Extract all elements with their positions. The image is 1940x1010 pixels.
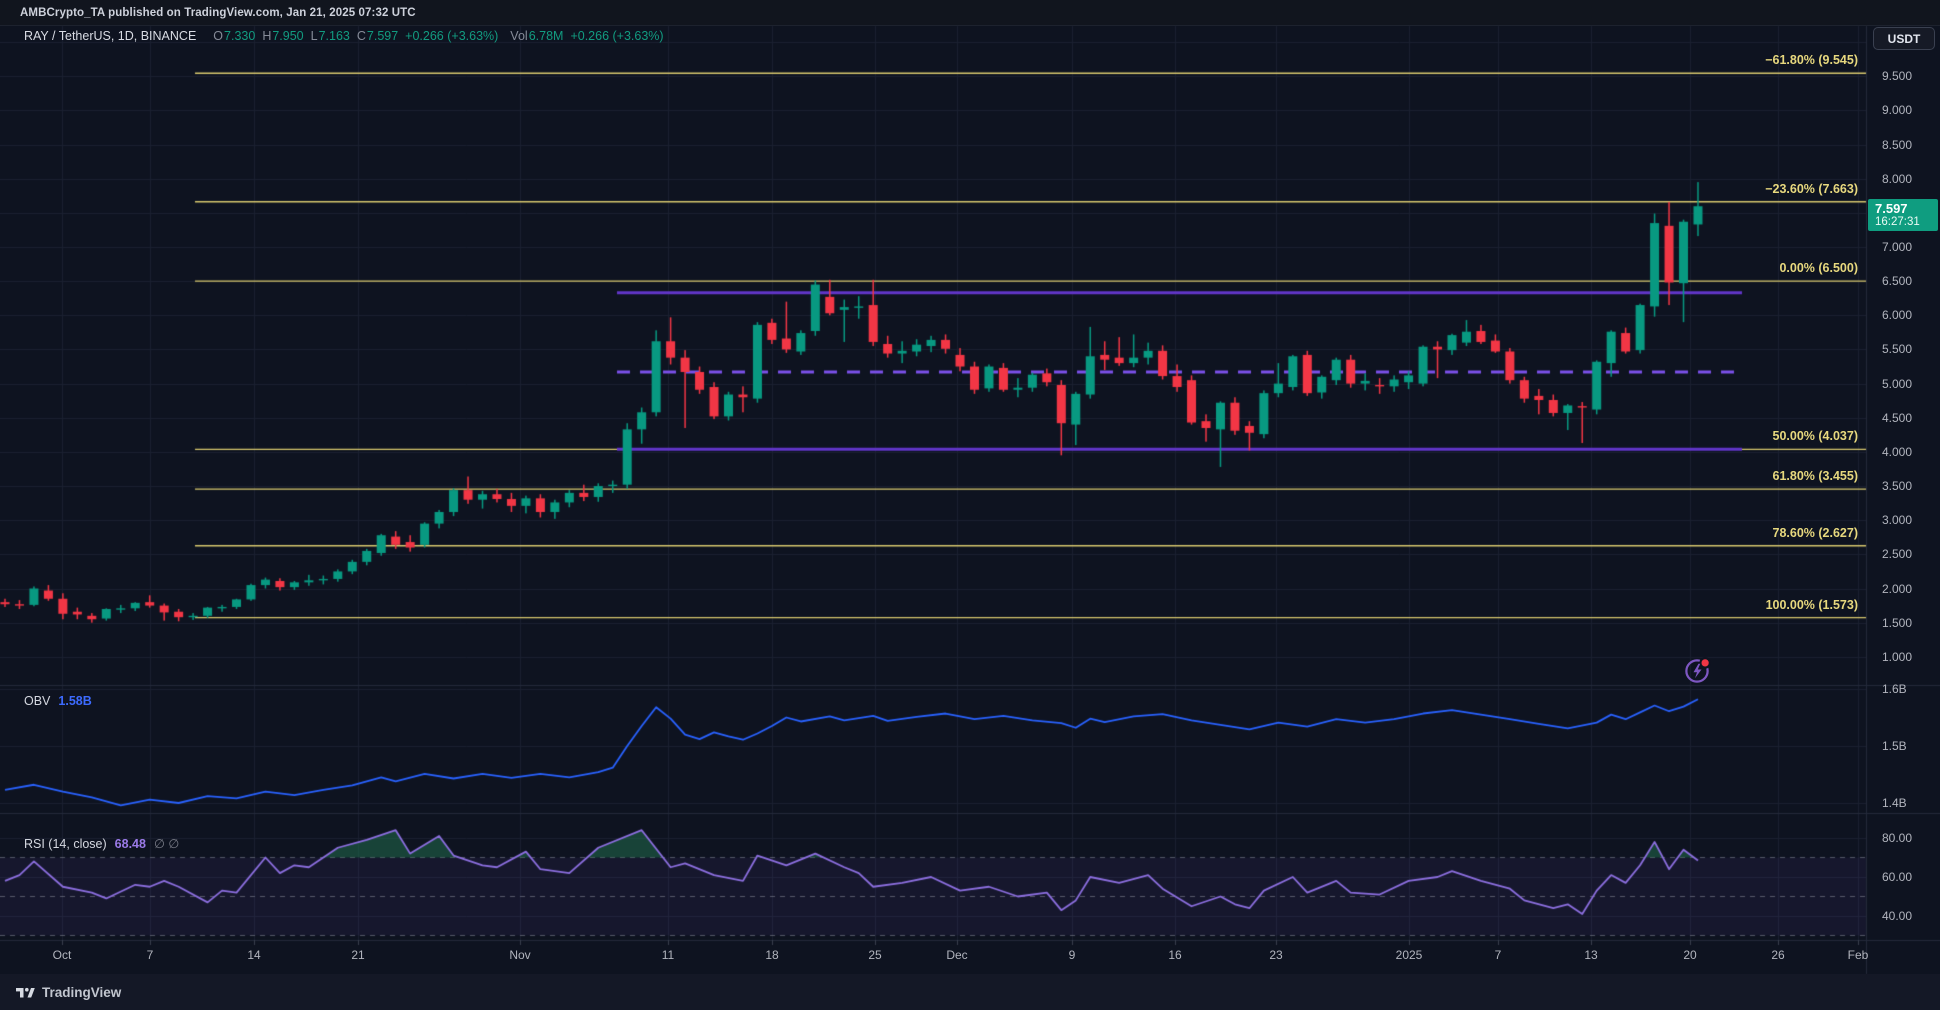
notification-dot: [1701, 659, 1709, 667]
last-price: 7.597: [1875, 200, 1908, 216]
close-value: 7.597: [366, 29, 399, 43]
high-label: H: [262, 29, 272, 43]
time-tick-label: 9: [1068, 948, 1076, 962]
time-tick-label: Nov: [509, 948, 531, 962]
obv-tick-label: 1.4B: [1882, 796, 1907, 810]
open-label: O: [213, 29, 224, 43]
last-price-badge: 7.597 16:27:31: [1868, 198, 1938, 231]
price-tick-label: 9.500: [1882, 69, 1913, 84]
low-label: L: [310, 29, 318, 43]
volume-change: +0.266 (+3.63%): [570, 29, 664, 43]
rsi-tick-label: 60.00: [1882, 870, 1913, 884]
obv-tick-label: 1.5B: [1882, 739, 1907, 753]
time-tick-label: 11: [661, 948, 675, 962]
fib-level-label: 78.60% (2.627): [1772, 525, 1858, 540]
fib-level-label: 50.00% (4.037): [1772, 429, 1858, 444]
price-tick-label: 1.500: [1882, 615, 1913, 630]
price-tick-label: 5.500: [1882, 342, 1913, 357]
time-tick-label: Dec: [946, 948, 968, 962]
rsi-empty-sets: ∅ ∅: [153, 837, 180, 851]
time-tick-label: Oct: [52, 948, 72, 962]
price-tick-label: 2.000: [1882, 581, 1913, 596]
rsi-tick-label: 40.00: [1882, 909, 1913, 923]
price-tick-label: 4.500: [1882, 410, 1913, 425]
fib-level-label: 0.00% (6.500): [1779, 261, 1858, 276]
fib-level-label: −61.80% (9.545): [1765, 53, 1858, 68]
price-tick-label: 8.500: [1882, 137, 1913, 152]
publish-text: AMBCrypto_TA published on TradingView.co…: [20, 6, 416, 19]
time-tick-label: 7: [146, 948, 154, 962]
price-tick-label: 3.000: [1882, 513, 1913, 528]
obv-tick-label: 1.6B: [1882, 682, 1907, 696]
rsi-legend: RSI (14, close) 68.48 ∅ ∅: [24, 836, 180, 852]
low-value: 7.163: [318, 29, 350, 43]
branding-bar: TradingView: [0, 974, 1940, 1010]
rsi-tick-label: 80.00: [1882, 831, 1913, 845]
obv-value: 1.58B: [58, 694, 92, 708]
price-tick-label: 4.000: [1882, 444, 1913, 459]
symbol-title: RAY / TetherUS, 1D, BINANCE: [24, 29, 197, 43]
open-value: 7.330: [224, 29, 256, 43]
fib-level-label: 61.80% (3.455): [1772, 469, 1858, 484]
time-tick-label: 16: [1168, 948, 1182, 962]
obv-label: OBV: [24, 694, 51, 708]
tradingview-logo-icon[interactable]: [16, 984, 35, 1001]
price-tick-label: 7.000: [1882, 240, 1913, 254]
time-tick-label: Feb: [1847, 948, 1869, 962]
time-tick-label: 13: [1584, 948, 1598, 962]
time-tick-label: 25: [868, 948, 882, 962]
volume-label: Vol: [510, 29, 528, 43]
price-tick-label: 6.500: [1882, 274, 1913, 289]
high-value: 7.950: [272, 29, 304, 43]
price-tick-label: 8.000: [1882, 171, 1913, 186]
time-tick-label: 21: [351, 948, 365, 962]
fib-level-label: 100.00% (1.573): [1765, 597, 1858, 612]
time-tick-label: 23: [1269, 948, 1283, 962]
lightning-bolt-icon: [1693, 663, 1702, 679]
rsi-label: RSI (14, close): [24, 836, 107, 851]
volume-value: 6.78M: [528, 29, 564, 43]
time-tick-label: 14: [247, 948, 261, 962]
rsi-value: 68.48: [114, 836, 146, 851]
time-tick-label: 2025: [1395, 948, 1423, 962]
close-label: C: [356, 29, 366, 43]
price-tick-label: 9.000: [1882, 103, 1913, 118]
time-tick-label: 7: [1494, 948, 1502, 962]
time-tick-label: 20: [1683, 948, 1697, 962]
price-tick-label: 2.500: [1882, 547, 1913, 562]
price-tick-label: 3.500: [1882, 479, 1913, 494]
price-tick-label: 1.000: [1882, 649, 1913, 664]
time-tick-label: 26: [1771, 948, 1785, 962]
tradingview-wordmark[interactable]: TradingView: [42, 984, 122, 1000]
change-value: +0.266 (+3.63%): [405, 29, 499, 43]
bar-countdown: 16:27:31: [1875, 215, 1920, 228]
currency-toggle-button[interactable]: USDT: [1873, 27, 1935, 50]
price-tick-label: 5.000: [1882, 376, 1913, 391]
time-tick-label: 18: [765, 948, 779, 962]
flash-publish-icon[interactable]: [1682, 656, 1712, 686]
publish-bar: AMBCrypto_TA published on TradingView.co…: [0, 0, 1940, 26]
fib-level-label: −23.60% (7.663): [1765, 181, 1858, 196]
obv-legend: OBV 1.58B: [24, 694, 92, 708]
symbol-legend: RAY / TetherUS, 1D, BINANCE O 7.330 H 7.…: [24, 29, 664, 43]
price-tick-label: 6.000: [1882, 308, 1913, 323]
